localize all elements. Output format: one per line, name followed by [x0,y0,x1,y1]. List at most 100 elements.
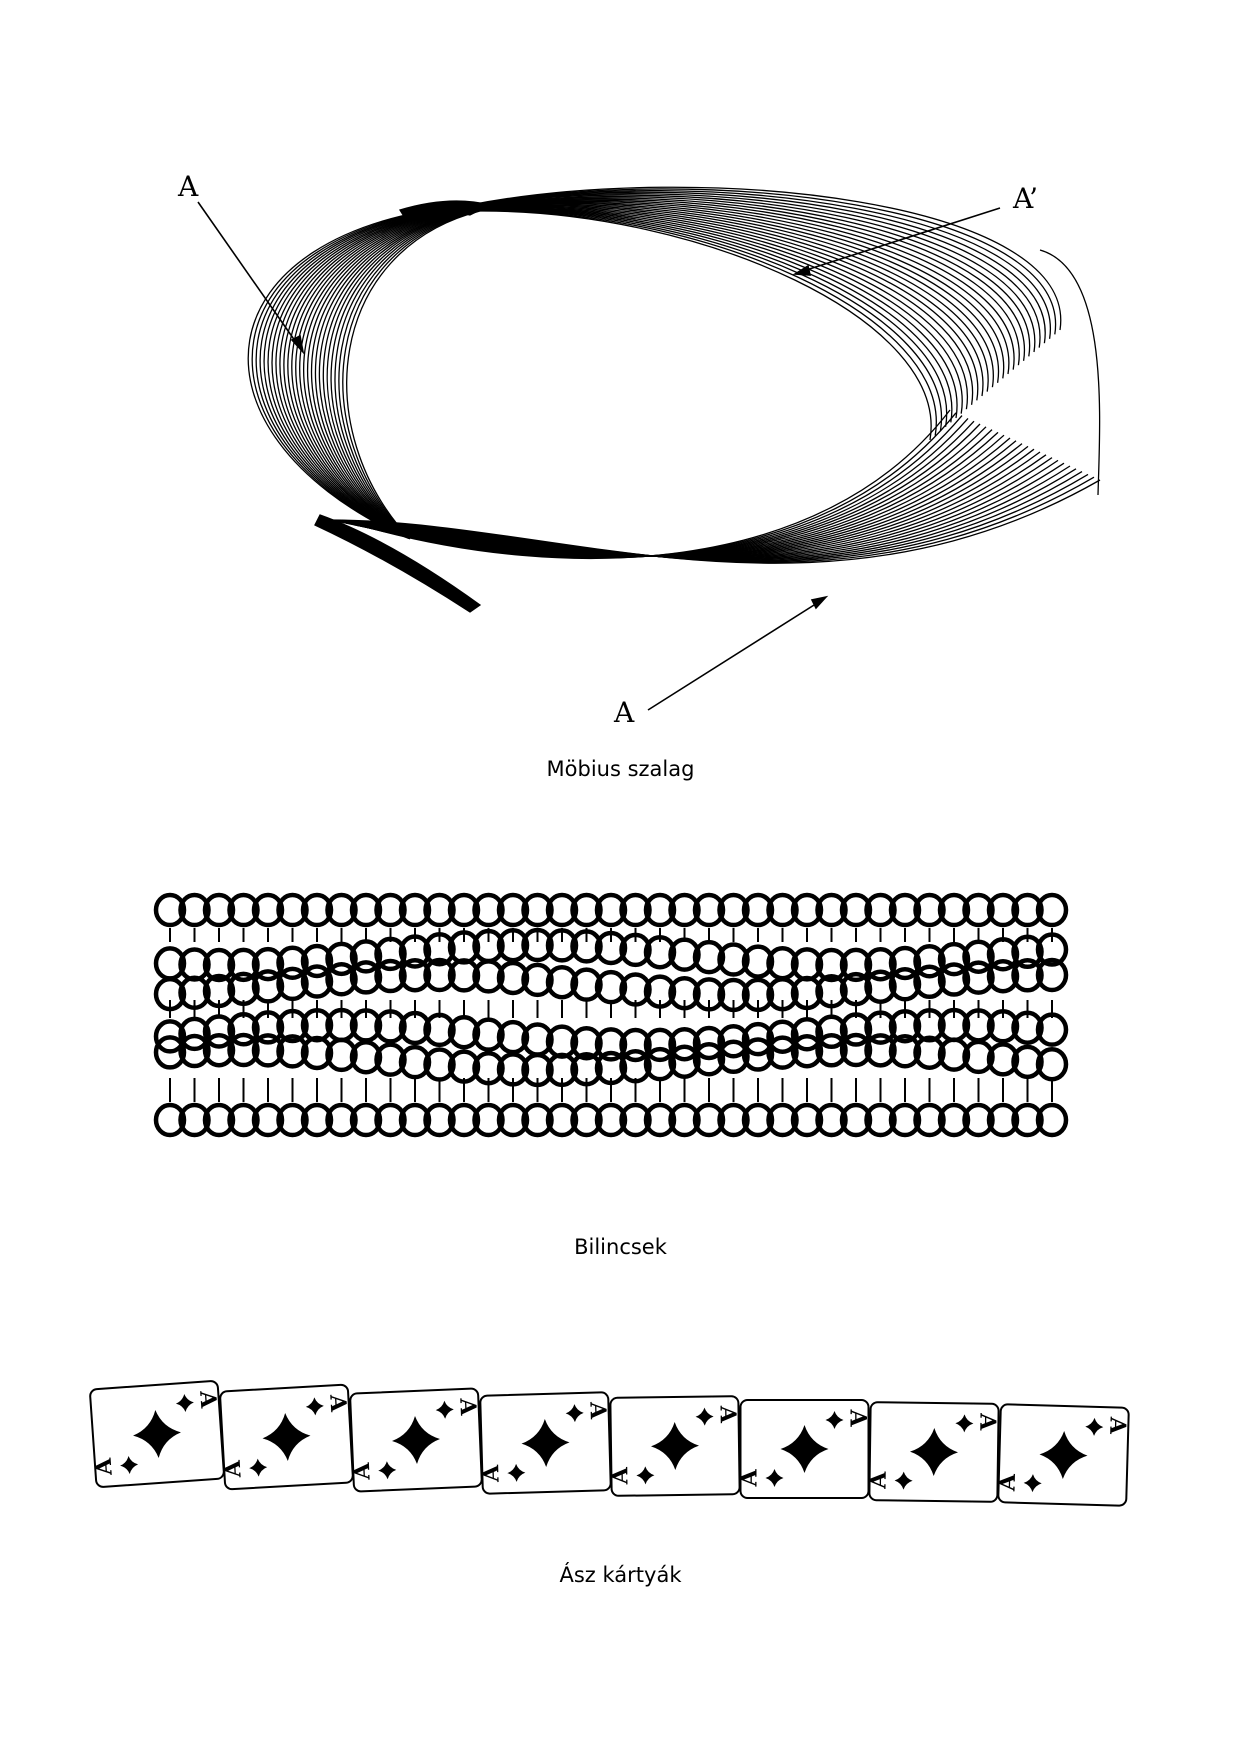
cuff-ring [594,1027,628,1062]
cuff-ring [741,892,775,928]
mobius-top-twist [398,200,492,219]
card-rank-bottom: A [478,1464,505,1484]
mobius-bottom-twist [314,514,482,613]
cuff-ring [619,1027,652,1063]
cuff-ring [913,964,946,1000]
cuff-ring [717,1039,750,1075]
cuff-ring [888,945,922,981]
cuff-ring [398,957,432,993]
cuff-ring [888,892,922,928]
mobius-left-line [283,206,474,537]
cuff-ring [986,892,1020,928]
cuff-ring [692,1102,726,1138]
mobius-left-line [271,205,473,537]
ace-card: AA [478,1391,612,1495]
diamond-small-icon [249,1458,268,1477]
mobius-back-line [479,210,937,436]
cuff-ring [692,892,726,928]
mobius-back-line [472,197,1025,361]
cuff-ring [717,942,750,977]
mobius-back-line [472,195,1031,357]
cuff-ring [521,892,554,928]
mobius-back-line [469,186,1062,331]
cuff-ring [178,892,211,928]
mobius-back-line [477,207,969,410]
arrowhead-a-top [290,334,305,355]
cuff-ring [1035,957,1069,993]
cuff-ring [790,1102,824,1138]
mobius-back-line [476,206,979,401]
cuff-ring [325,1037,358,1073]
cuff-ring [545,1102,579,1138]
card-rank-top: A [454,1397,481,1417]
mobius-left-line [267,205,473,537]
cuff-ring [888,1033,922,1069]
mobius-back-line [475,205,984,397]
cuff-ring [496,892,530,928]
cuff-ring [251,1033,285,1068]
arrow-a-prime [799,207,1001,273]
cuff-ring [692,939,726,975]
cuff-ring [178,1033,211,1069]
ace-card: AA [607,1395,741,1497]
cuff-ring [447,892,481,928]
cuff-ring [839,1032,873,1068]
cuff-ring [864,946,897,982]
diamond-center-icon [262,1413,311,1461]
cuff-ring [643,892,677,928]
cuff-ring [570,1102,603,1138]
cuff-ring [594,1102,628,1138]
mobius-left-line [346,210,481,540]
cuff-ring [741,1037,775,1072]
mobius-left-line [263,205,472,537]
cuff-ring [815,1033,848,1068]
cuff-ring [962,1039,995,1075]
cuff-ring [864,1033,897,1068]
cuff-ring [153,1102,187,1138]
cuff-ring [521,1102,554,1138]
diamond-small-icon [825,1411,844,1429]
mobius-left-line [326,209,479,539]
diamond-small-icon [955,1414,974,1433]
cuff-ring [864,1102,897,1138]
cuff-ring [251,892,285,928]
mobius-back-line [471,194,1036,353]
mobius-left-line [275,206,473,537]
cuff-ring [1011,1102,1044,1138]
cuff-ring [300,1035,334,1071]
cuff-ring [178,1016,211,1052]
cuff-ring [668,892,701,928]
mobius-left-line [342,210,480,540]
cuff-ring [227,1102,260,1138]
cuff-ring [815,947,848,983]
cuff-ring [717,1023,750,1059]
cuff-ring [447,958,481,993]
mobius-left-line [279,206,474,537]
diamond-center-icon [1039,1431,1088,1479]
diamond-small-icon [435,1400,454,1419]
cuff-ring [913,943,946,979]
mobius-back-line [475,203,994,388]
cuff-ring [864,892,897,928]
cuff-ring [766,1035,799,1070]
card-rank-top: A [194,1389,221,1410]
cuff-ring [741,1102,775,1138]
cuff-ring [766,1019,799,1054]
cuff-ring [570,1025,603,1061]
handcuffs-figure [0,850,1241,1180]
cuff-ring [276,892,309,928]
cuff-ring [374,1102,407,1138]
cuff-ring [668,1044,701,1079]
mobius-back-line [474,202,1000,383]
handcuffs-band-drawing [153,892,1069,1138]
caption-handcuffs: Bilincsek [574,1235,667,1259]
cuff-ring [276,1102,309,1138]
cuff-ring [937,1037,971,1072]
cuff-ring [692,1041,726,1077]
cuff-ring [570,892,603,928]
mobius-left-line [251,204,471,536]
cuff-ring [1011,1044,1044,1080]
cuff-ring [325,1102,358,1138]
ace-card: AA [865,1401,1001,1503]
mobius-back-line [471,193,1041,348]
